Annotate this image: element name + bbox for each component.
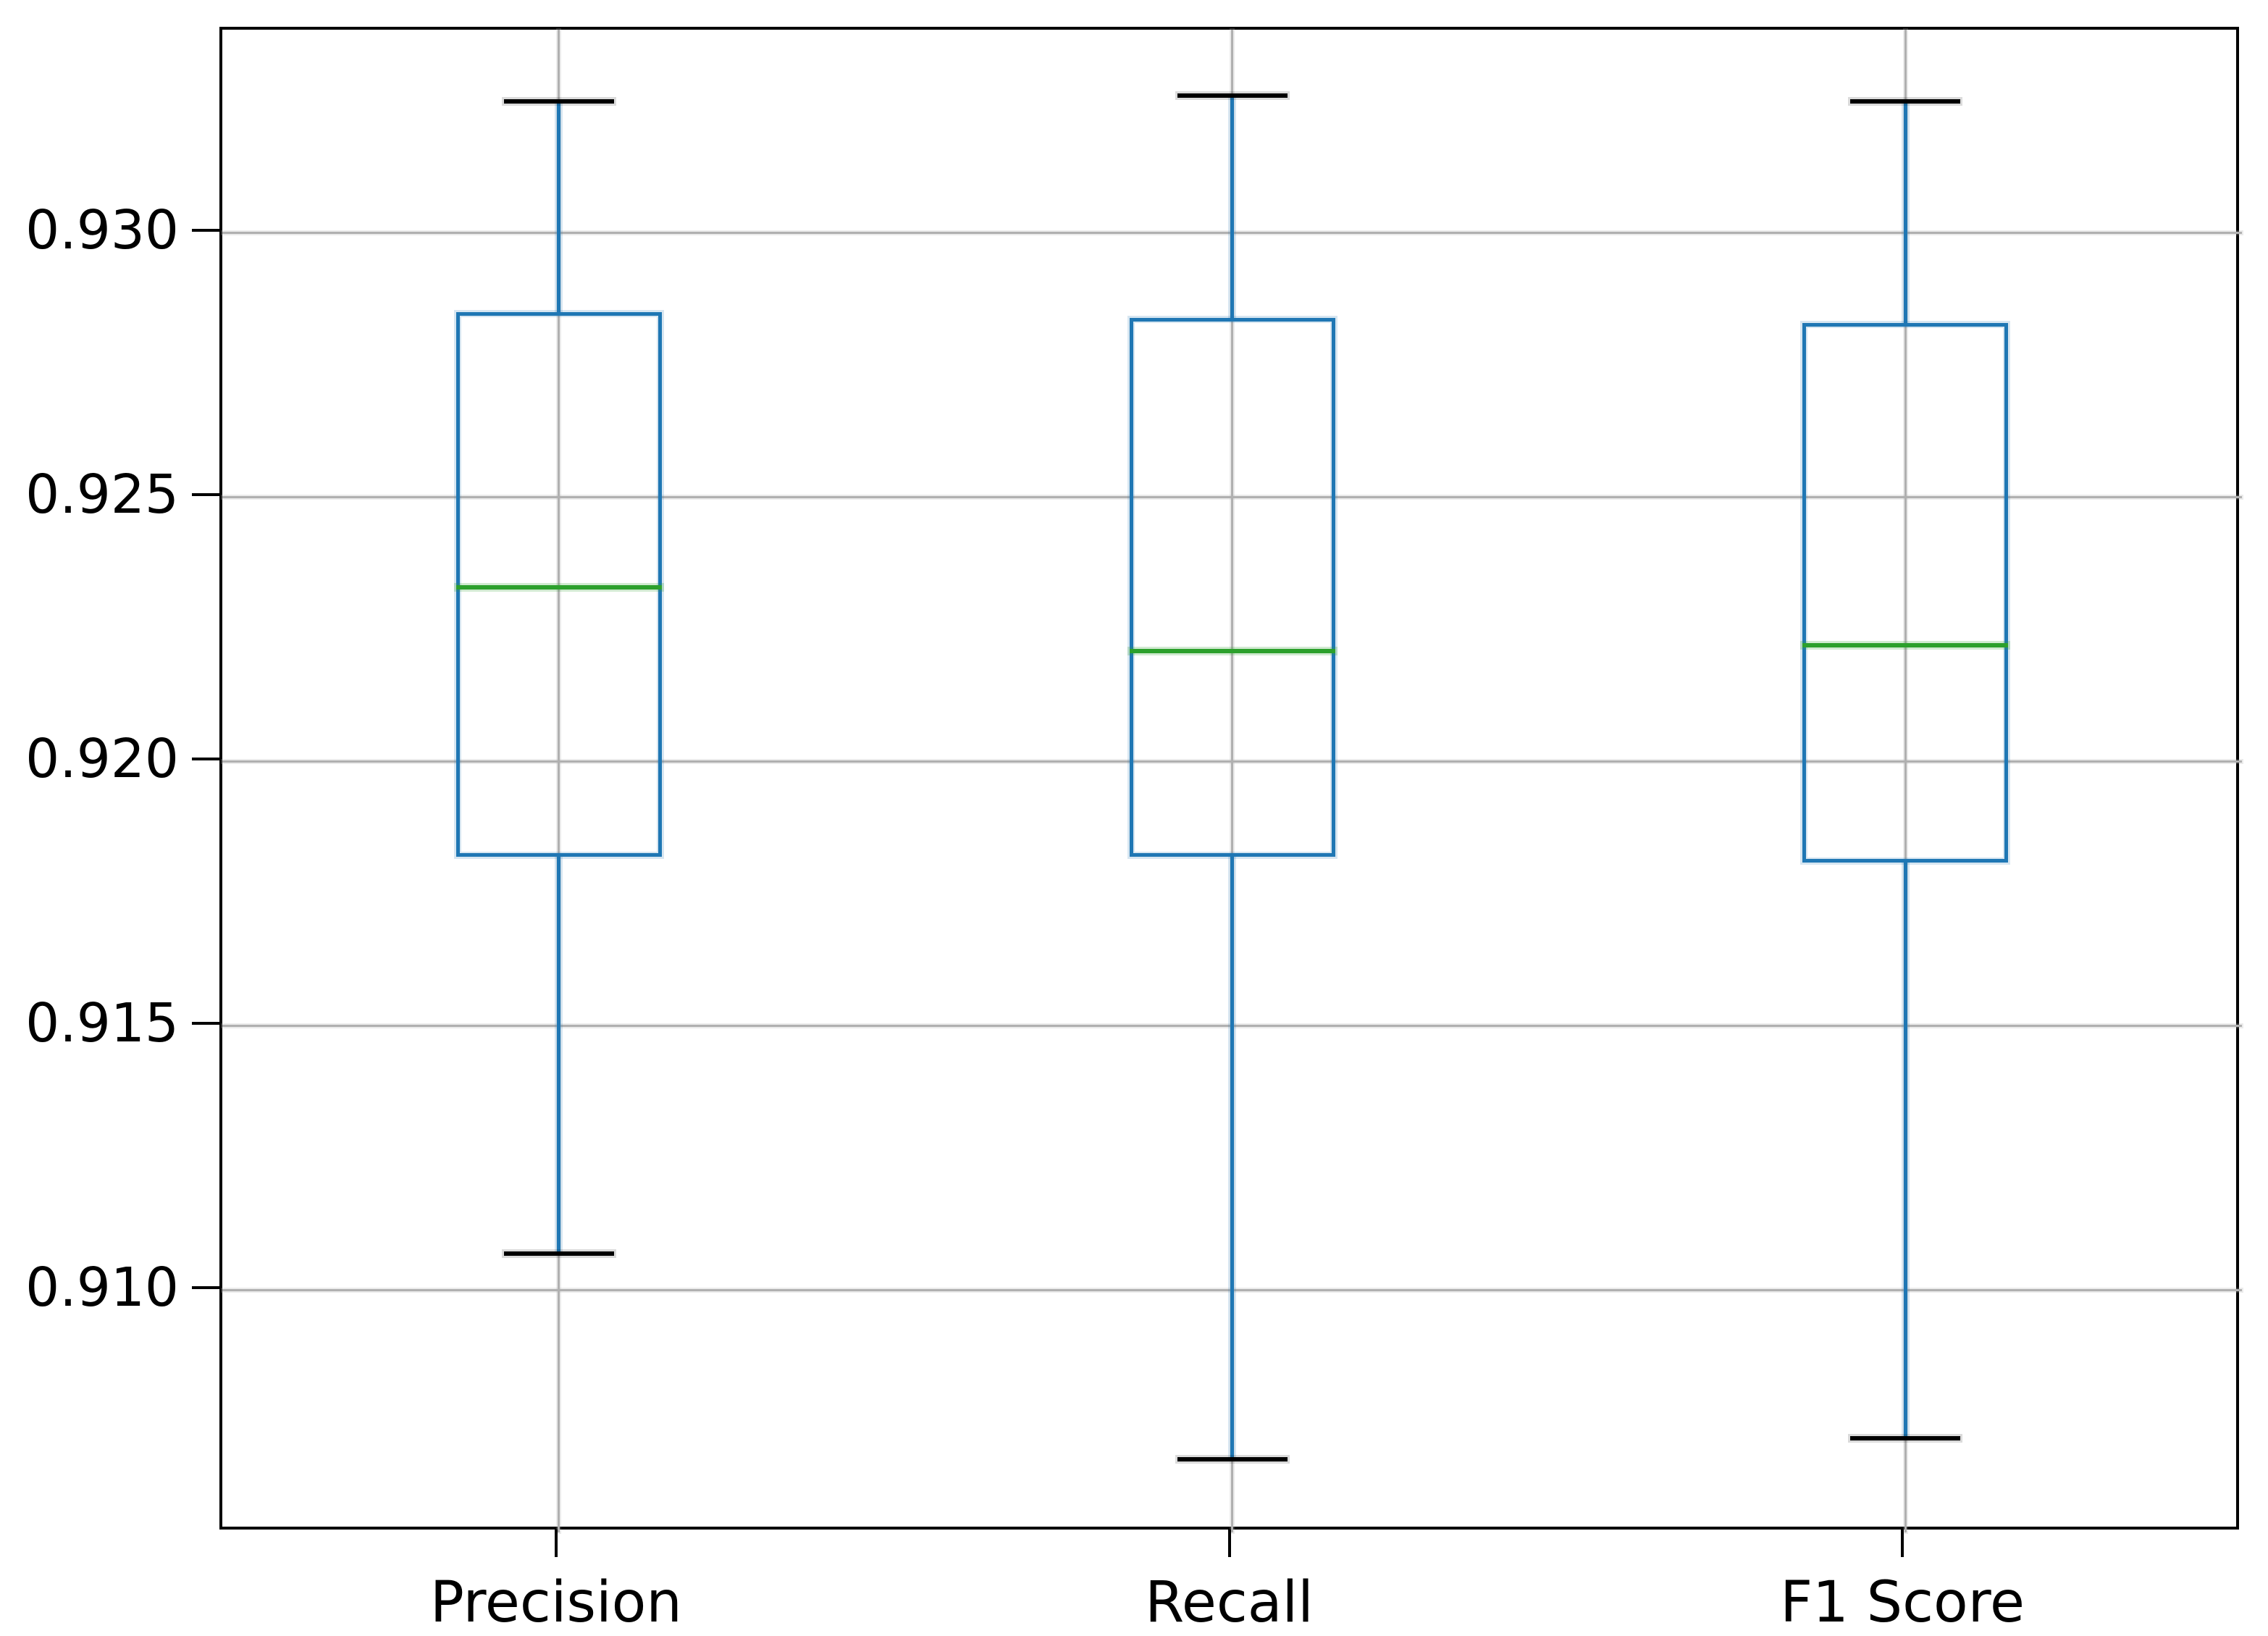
x-tick-mark xyxy=(1901,1530,1904,1557)
x-gridline xyxy=(1904,30,1907,1532)
median-line xyxy=(1129,648,1335,653)
x-gridline xyxy=(1231,30,1233,1532)
x-tick-mark xyxy=(1227,1530,1231,1557)
y-tick-label: 0.915 xyxy=(25,991,179,1054)
median-line xyxy=(1802,643,2009,648)
y-tick-label: 0.930 xyxy=(25,198,179,261)
lower-whisker xyxy=(1230,857,1234,1460)
y-tick-label: 0.925 xyxy=(25,463,179,526)
y-tick-mark xyxy=(192,228,219,232)
x-tick-mark xyxy=(554,1530,558,1557)
lower-whisker-cap xyxy=(1177,1457,1288,1462)
upper-whisker-cap xyxy=(503,98,614,104)
y-tick-label: 0.910 xyxy=(25,1256,179,1319)
lower-whisker-cap xyxy=(503,1251,614,1256)
upper-whisker-cap xyxy=(1850,98,1961,104)
upper-whisker-cap xyxy=(1177,93,1288,98)
y-tick-label: 0.920 xyxy=(25,727,179,790)
y-tick-mark xyxy=(192,757,219,760)
x-tick-label: Precision xyxy=(429,1570,682,1635)
plot-area xyxy=(219,27,2242,1532)
y-tick-mark xyxy=(192,1285,219,1289)
x-tick-label: Recall xyxy=(1145,1570,1314,1635)
lower-whisker xyxy=(557,857,561,1254)
iqr-box xyxy=(1129,317,1335,857)
y-tick-mark xyxy=(192,492,219,496)
y-tick-mark xyxy=(192,1021,219,1025)
iqr-box xyxy=(1802,323,2009,863)
median-line xyxy=(455,585,662,590)
lower-whisker xyxy=(1903,862,1907,1439)
upper-whisker xyxy=(1230,96,1234,318)
upper-whisker xyxy=(1903,101,1907,324)
lower-whisker-cap xyxy=(1850,1436,1961,1441)
x-gridline xyxy=(558,30,560,1532)
upper-whisker xyxy=(557,101,561,313)
iqr-box xyxy=(455,312,662,857)
x-tick-label: F1 Score xyxy=(1780,1570,2025,1635)
